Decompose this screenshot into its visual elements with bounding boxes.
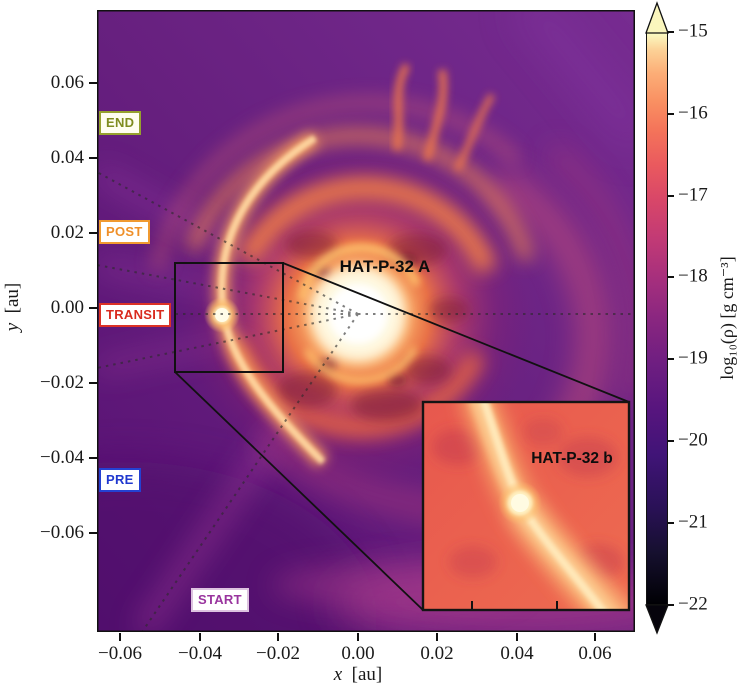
y-tick-label: 0.04 xyxy=(50,147,84,168)
y-tick xyxy=(89,157,97,159)
y-tick xyxy=(89,532,97,534)
y-tick-label: 0.06 xyxy=(50,72,84,93)
x-tick-label: 0.02 xyxy=(420,643,454,664)
x-tick xyxy=(436,633,438,641)
inset-planet xyxy=(511,494,529,512)
x-tick xyxy=(516,633,518,641)
phase-label-end: END xyxy=(99,111,142,136)
x-tick xyxy=(119,633,121,641)
y-tick-label: −0.02 xyxy=(40,372,84,393)
x-tick xyxy=(357,633,359,641)
y-tick-label: −0.06 xyxy=(40,522,84,543)
x-tick-label: −0.04 xyxy=(178,643,222,664)
colorbar-tick xyxy=(668,358,674,360)
y-tick xyxy=(89,457,97,459)
colorbar-tick xyxy=(668,522,674,524)
colorbar-axis-label: log₁₀(ρ) [g cm⁻³] xyxy=(717,256,737,380)
x-tick xyxy=(199,633,201,641)
colorbar-tick-label: −22 xyxy=(678,593,708,615)
colorbar-tick-label: −21 xyxy=(678,511,708,533)
x-tick-label: 0.04 xyxy=(500,643,534,664)
colorbar-tick-label: −19 xyxy=(678,347,708,369)
planet-label: HAT-P-32 b xyxy=(531,450,613,467)
x-axis-variable: x xyxy=(333,664,343,685)
phase-label-start: START xyxy=(191,588,249,613)
x-tick-label: −0.02 xyxy=(256,643,300,664)
y-tick xyxy=(89,382,97,384)
phase-label-transit: TRANSIT xyxy=(99,303,172,328)
zoom-rectangle xyxy=(174,262,284,373)
colorbar-tick-label: −16 xyxy=(678,102,708,124)
x-tick-label: 0.00 xyxy=(341,643,375,664)
colorbar-tick xyxy=(668,604,674,606)
y-tick xyxy=(89,82,97,84)
colorbar-tick xyxy=(668,440,674,442)
colorbar-tick-label: −20 xyxy=(678,429,708,451)
colorbar-extend-arrows xyxy=(645,1,669,635)
x-axis-label: x [au] xyxy=(334,664,383,686)
colorbar-tick xyxy=(668,113,674,115)
x-axis-unit: [au] xyxy=(351,664,383,685)
y-tick xyxy=(89,307,97,309)
star-label: HAT-P-32 A xyxy=(339,257,431,276)
colorbar-tick xyxy=(668,276,674,278)
colorbar-arrow-top xyxy=(645,1,669,34)
phase-label-pre: PRE xyxy=(99,468,141,493)
x-tick xyxy=(277,633,279,641)
inset-connector-top xyxy=(282,262,630,403)
colorbar-tick-label: −18 xyxy=(678,265,708,287)
y-axis-unit: [au] xyxy=(2,282,23,314)
phase-line-end xyxy=(97,171,359,315)
colorbar-tick xyxy=(668,31,674,33)
y-tick xyxy=(89,232,97,234)
x-tick-label: 0.06 xyxy=(578,643,612,664)
x-tick-label: −0.06 xyxy=(98,643,142,664)
y-tick-label: −0.04 xyxy=(40,447,84,468)
colorbar-tick-label: −15 xyxy=(678,20,708,42)
inset-connector-bottom xyxy=(174,371,424,611)
y-axis-variable: y xyxy=(2,322,23,332)
phase-label-post: POST xyxy=(99,220,150,245)
density-map xyxy=(97,10,635,632)
y-axis-label: y [au] xyxy=(2,283,24,332)
y-tick-label: 0.02 xyxy=(50,222,84,243)
inset-box xyxy=(421,400,631,612)
inset-ticks xyxy=(471,601,558,609)
y-tick-label: 0.00 xyxy=(50,297,84,318)
colorbar-tick xyxy=(668,195,674,197)
plot-frame xyxy=(97,10,635,632)
colorbar-arrow-bottom xyxy=(645,604,669,635)
x-tick xyxy=(594,633,596,641)
colorbar-tick-label: −17 xyxy=(678,184,708,206)
